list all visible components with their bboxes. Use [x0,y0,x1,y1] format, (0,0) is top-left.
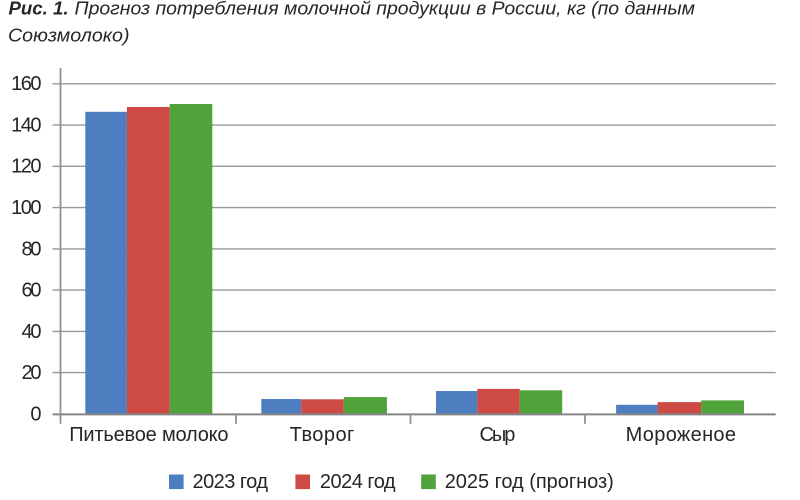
svg-text:Мороженое: Мороженое [626,424,736,446]
svg-text:Союзмолоко): Союзмолоко) [8,25,130,45]
svg-text:Творог: Творог [290,424,355,446]
svg-text:60: 60 [22,280,42,302]
svg-text:Прогноз потребления молочной п: Прогноз потребления молочной продукции в… [75,0,696,19]
svg-text:140: 140 [11,115,41,137]
svg-text:40: 40 [22,321,42,343]
svg-text:2024 год: 2024 год [320,471,396,493]
svg-text:0: 0 [30,403,41,425]
svg-text:80: 80 [22,238,42,260]
svg-text:2023 год: 2023 год [193,471,269,493]
svg-text:Рис. 1.: Рис. 1. [9,0,69,19]
svg-text:Сыр: Сыр [479,424,515,446]
svg-text:Питьевое молоко: Питьевое молоко [69,424,228,446]
svg-text:120: 120 [11,156,41,178]
svg-text:20: 20 [22,362,42,384]
svg-text:100: 100 [11,197,41,219]
svg-text:160: 160 [11,73,41,95]
svg-text:2025 год (прогноз): 2025 год (прогноз) [445,471,614,493]
